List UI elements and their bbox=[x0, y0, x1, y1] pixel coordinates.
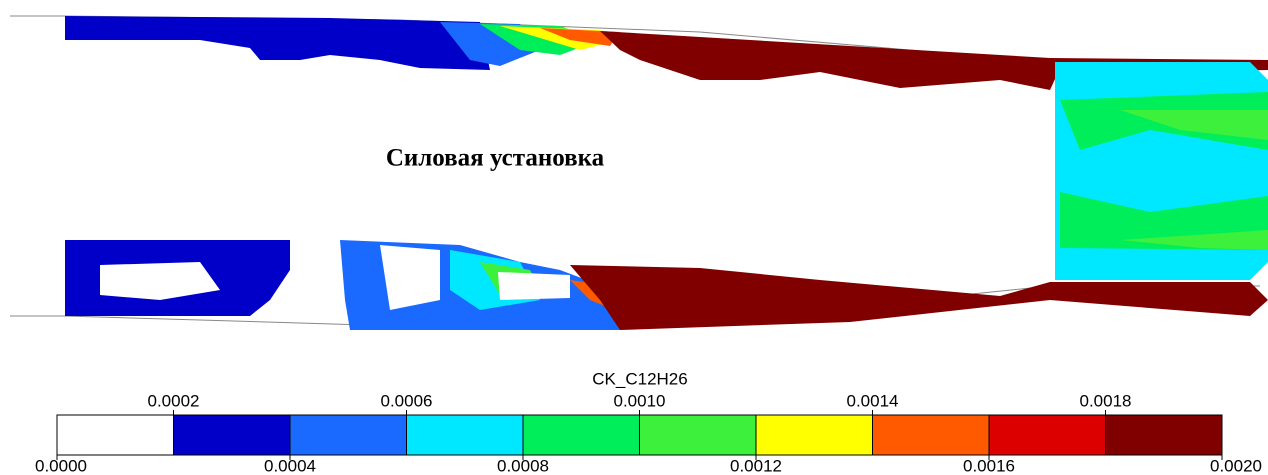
tick-label: 0.0012 bbox=[730, 456, 782, 475]
region bbox=[65, 16, 330, 60]
contour-field bbox=[10, 15, 1268, 330]
region bbox=[1120, 110, 1268, 140]
colorbar-label: CK_C12H26 bbox=[592, 369, 687, 388]
chart-title: Силовая установка bbox=[386, 145, 605, 172]
colorbar-segment bbox=[1105, 414, 1223, 456]
colorbar-segment bbox=[639, 414, 757, 456]
colorbar-segment bbox=[872, 414, 990, 456]
tick-label: 0.0002 bbox=[148, 391, 200, 410]
colorbar-segment bbox=[406, 414, 524, 456]
tick-label: 0.0006 bbox=[381, 391, 433, 410]
region bbox=[1120, 230, 1268, 250]
region bbox=[290, 240, 345, 300]
tick-label: 0.0014 bbox=[847, 391, 899, 410]
region bbox=[498, 272, 570, 300]
region bbox=[380, 245, 440, 310]
colorbar-segment bbox=[56, 414, 174, 456]
colorbar-segment bbox=[988, 414, 1106, 456]
colorbar-segment bbox=[289, 414, 407, 456]
tick-label: 0.0010 bbox=[614, 391, 666, 410]
region bbox=[100, 262, 220, 300]
region bbox=[570, 265, 1268, 330]
colorbar-segment bbox=[522, 414, 640, 456]
region bbox=[540, 28, 620, 46]
tick-label: 0.0000 bbox=[35, 456, 87, 475]
colorbar-segment bbox=[173, 414, 291, 456]
tick-label: 0.0016 bbox=[963, 456, 1015, 475]
colorbar-segment bbox=[755, 414, 873, 456]
region bbox=[600, 31, 1060, 90]
tick-label: 0.0020 bbox=[1210, 456, 1262, 475]
tick-label: 0.0004 bbox=[264, 456, 316, 475]
tick-label: 0.0008 bbox=[497, 456, 549, 475]
tick-label: 0.0018 bbox=[1080, 391, 1132, 410]
colorbar: 0.0000 0.0002 0.0004 0.0006 0.0008 0.0010 0.00… bbox=[35, 391, 1262, 475]
